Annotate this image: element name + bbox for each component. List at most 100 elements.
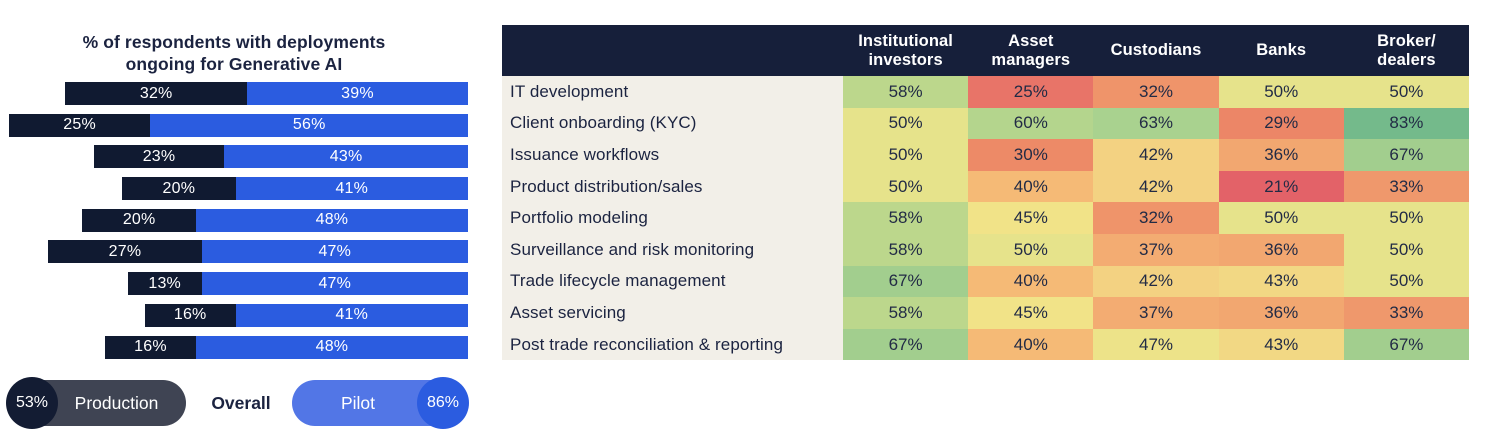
heatmap-cell: 40% bbox=[968, 170, 1094, 203]
table-row: Product distribution/sales 50% 40% 42% 21% 33… bbox=[502, 170, 1470, 203]
table-row: Asset servicing 58% 45% 37% 36% 33% bbox=[502, 297, 1470, 329]
bar-segment-pilot: 47% bbox=[201, 240, 468, 264]
heatmap-cell: 50% bbox=[968, 233, 1094, 266]
heatmap-cell: 50% bbox=[843, 170, 969, 203]
row-label: Client onboarding (KYC) bbox=[502, 107, 843, 140]
row-label: Product distribution/sales bbox=[502, 170, 843, 203]
row-label: IT development bbox=[502, 76, 843, 108]
heatmap-cell: 40% bbox=[968, 328, 1094, 361]
bar-segment-production: 16% bbox=[105, 335, 196, 359]
heatmap-cell: 33% bbox=[1343, 297, 1470, 329]
heatmap-cell: 29% bbox=[1218, 107, 1344, 140]
heatmap-cell: 21% bbox=[1218, 170, 1344, 203]
heatmap-cell: 50% bbox=[1343, 76, 1470, 108]
bar-segment-production: 27% bbox=[48, 240, 202, 264]
chart-title: % of respondents with deployments ongoin… bbox=[82, 32, 386, 75]
heatmap-cell: 42% bbox=[1093, 139, 1219, 171]
bar-row: 16% 48% bbox=[0, 335, 468, 359]
bar-row: 25% 56% bbox=[0, 113, 468, 137]
heatmap-cell: 50% bbox=[843, 139, 969, 171]
bar-segment-production: 25% bbox=[8, 113, 151, 137]
bar-row: 32% 39% bbox=[0, 82, 468, 105]
heatmap-cell: 50% bbox=[1343, 233, 1470, 266]
heatmap-cell: 60% bbox=[968, 107, 1094, 140]
bar-segment-pilot: 48% bbox=[195, 335, 468, 359]
table-row: Post trade reconciliation & reporting 67%… bbox=[502, 328, 1470, 361]
overall-label: Overall bbox=[211, 393, 271, 413]
heatmap-cell: 30% bbox=[968, 139, 1094, 171]
heatmap-cell: 25% bbox=[968, 76, 1094, 108]
deployment-heatmap-table: Institutional investors Asset managers Cus… bbox=[502, 25, 1470, 361]
bar-segment-production: 16% bbox=[144, 303, 236, 327]
pilot-legend-label: Pilot bbox=[340, 392, 376, 413]
heatmap-cell: 83% bbox=[1343, 107, 1470, 140]
bar-segment-production: 13% bbox=[127, 272, 202, 296]
heatmap-cell: 37% bbox=[1093, 297, 1219, 329]
heatmap-cell: 42% bbox=[1093, 170, 1219, 203]
table-row: Trade lifecycle management 67% 40% 42% 43% 50… bbox=[502, 265, 1470, 298]
table-row: Portfolio modeling 58% 45% 32% 50% 50% bbox=[502, 202, 1470, 234]
heatmap-cell: 32% bbox=[1093, 202, 1219, 234]
row-label: Asset servicing bbox=[502, 297, 843, 329]
bar-row: 20% 41% bbox=[0, 177, 468, 201]
heatmap-cell: 43% bbox=[1218, 265, 1344, 298]
heatmap-cell: 67% bbox=[1343, 139, 1470, 171]
bar-row: 27% 47% bbox=[0, 240, 468, 264]
table-row: IT development 58% 25% 32% 50% 50% bbox=[502, 76, 1470, 108]
bar-segment-pilot: 41% bbox=[235, 177, 468, 201]
row-label: Portfolio modeling bbox=[502, 202, 843, 234]
deployment-bar-chart: % of respondents with deployments ongoin… bbox=[0, 0, 490, 438]
bar-segment-production: 32% bbox=[65, 82, 247, 105]
heatmap-cell: 67% bbox=[1343, 328, 1470, 361]
table-row: Surveillance and risk monitoring 58% 50% 37… bbox=[502, 233, 1470, 266]
heatmap-cell: 63% bbox=[1093, 107, 1219, 140]
bar-segment-pilot: 43% bbox=[224, 145, 468, 169]
heatmap-cell: 58% bbox=[843, 297, 969, 329]
heatmap-cell: 50% bbox=[1343, 202, 1470, 234]
bar-segment-production: 20% bbox=[122, 177, 236, 201]
bar-row: 23% 43% bbox=[0, 145, 468, 169]
heatmap-body: IT development 58% 25% 32% 50% 50% Client onbo… bbox=[502, 76, 1470, 361]
pilot-overall-badge: 86% bbox=[417, 377, 469, 429]
row-label: Trade lifecycle management bbox=[502, 265, 843, 298]
heatmap-header-row: Institutional investors Asset managers Cus… bbox=[502, 25, 1469, 76]
bar-row: 16% 41% bbox=[0, 303, 468, 327]
row-label: Surveillance and risk monitoring bbox=[502, 233, 843, 266]
heatmap-cell: 50% bbox=[1343, 265, 1470, 298]
bar-row: 20% 48% bbox=[0, 208, 468, 232]
production-legend-label: Production bbox=[74, 392, 159, 413]
heatmap-cell: 36% bbox=[1218, 139, 1344, 171]
bar-segment-production: 23% bbox=[93, 145, 225, 169]
heatmap-cell: 67% bbox=[843, 328, 969, 361]
row-label: Issuance workflows bbox=[502, 139, 843, 171]
heatmap-header-spacer bbox=[502, 25, 843, 76]
legend-pilot-pill: Pilot 86% bbox=[292, 377, 469, 429]
bar-chart-rows: 32% 39% 25% 56% 23% 43% 20% 41% 20% 48% 27% 47% 13% 4… bbox=[0, 82, 468, 367]
heatmap-cell: 36% bbox=[1218, 297, 1344, 329]
column-header: Institutional investors bbox=[858, 31, 953, 69]
heatmap-cell: 58% bbox=[843, 76, 969, 108]
column-header: Asset managers bbox=[991, 31, 1071, 69]
heatmap-cell: 42% bbox=[1093, 265, 1219, 298]
row-label: Post trade reconciliation & reporting bbox=[502, 328, 843, 361]
bar-segment-production: 20% bbox=[82, 208, 196, 232]
heatmap-cell: 32% bbox=[1093, 76, 1219, 108]
bar-segment-pilot: 41% bbox=[235, 303, 468, 327]
column-header: Banks bbox=[1256, 41, 1307, 60]
production-overall-badge: 53% bbox=[6, 377, 58, 429]
bar-segment-pilot: 48% bbox=[195, 208, 468, 232]
heatmap-cell: 67% bbox=[843, 265, 969, 298]
bar-segment-pilot: 47% bbox=[201, 272, 468, 296]
table-row: Client onboarding (KYC) 50% 60% 63% 29% 83% bbox=[502, 107, 1470, 140]
heatmap-cell: 33% bbox=[1343, 170, 1470, 203]
heatmap-cell: 58% bbox=[843, 202, 969, 234]
heatmap-cell: 43% bbox=[1218, 328, 1344, 361]
heatmap-cell: 47% bbox=[1093, 328, 1219, 361]
heatmap-cell: 40% bbox=[968, 265, 1094, 298]
bar-row: 13% 47% bbox=[0, 272, 468, 296]
heatmap-cell: 45% bbox=[968, 297, 1094, 329]
heatmap-cell: 45% bbox=[968, 202, 1094, 234]
bar-segment-pilot: 56% bbox=[150, 113, 468, 137]
heatmap-cell: 36% bbox=[1218, 233, 1344, 266]
